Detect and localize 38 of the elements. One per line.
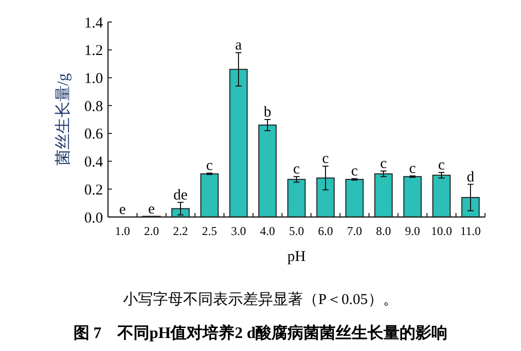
x-tick-label: 2.5 (202, 224, 217, 238)
annotation: de (173, 187, 188, 204)
x-tick-label: 4.0 (260, 224, 275, 238)
annotation: c (409, 160, 416, 177)
x-tick-label: 3.0 (231, 224, 246, 238)
x-tick-label: 8.0 (376, 224, 391, 238)
x-tick-label: 7.0 (347, 224, 362, 238)
annotation: c (351, 164, 358, 180)
y-axis-title: 菌丝生长量/g (54, 73, 72, 166)
x-tick-label: 11.0 (460, 224, 481, 238)
y-tick-label: 1.0 (84, 70, 103, 87)
annotation: e (148, 201, 156, 218)
annotation: e (119, 202, 126, 218)
annotation: b (264, 104, 272, 120)
annotation: c (380, 156, 388, 172)
annotation: c (293, 162, 300, 178)
text: 图 7 不同pH值对培养2 d酸腐病菌菌丝生长量的影响 (73, 323, 448, 342)
x-tick-label: 2.0 (144, 224, 159, 238)
x-axis-title: pH (287, 249, 306, 265)
annotation: c (438, 157, 446, 174)
x-tick-label: 6.0 (318, 224, 333, 238)
y-tick-label: 1.4 (84, 15, 104, 32)
y-tick-label: 1.2 (84, 43, 103, 60)
y-tick-label: 0.0 (84, 210, 103, 226)
y-tick-label: 0.4 (84, 154, 104, 171)
y-tick-label: 0.2 (84, 182, 103, 198)
x-tick-label: 2.2 (173, 224, 188, 238)
annotation: a (235, 38, 242, 54)
text: 小写字母不同表示差异显著（P＜0.05）。 (123, 291, 398, 308)
y-tick-label: 0.6 (84, 126, 104, 143)
annotation: d (466, 169, 475, 186)
annotation: c (206, 158, 214, 174)
x-tick-label: 10.0 (431, 224, 452, 238)
annotation: c (322, 151, 330, 168)
y-tick-label: 0.8 (84, 98, 103, 115)
x-tick-label: 5.0 (289, 224, 304, 238)
x-tick-label: 1.0 (115, 224, 130, 238)
x-tick-label: 9.0 (405, 224, 420, 238)
